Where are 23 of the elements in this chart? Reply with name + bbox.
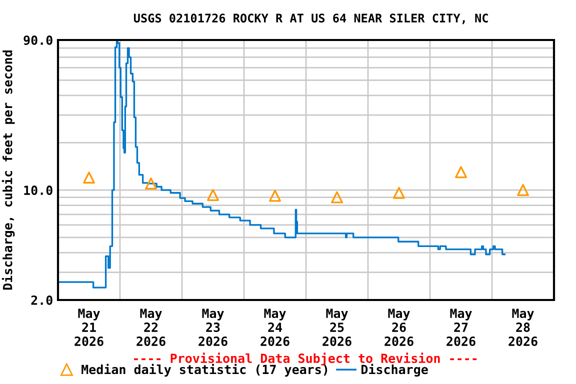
legend-label: Median daily statistic (17 years) — [82, 364, 328, 377]
y-axis-title: Discharge, cubic feet per second — [2, 50, 15, 290]
chart-title: USGS 02101726 ROCKY R AT US 64 NEAR SILER CITY, NC — [134, 14, 488, 24]
y-tick-label: 2.0 — [31, 295, 52, 305]
point — [145, 178, 157, 190]
y-tick-label: 10.0 — [24, 186, 52, 195]
x-tick-label: May 26 2026 — [384, 308, 414, 346]
x-tick-label: May 23 2026 — [198, 308, 228, 346]
x-tick-label: May 27 2026 — [446, 308, 476, 346]
legend-label: Discharge — [362, 364, 428, 377]
point — [517, 184, 529, 196]
x-tick-label: May 24 2026 — [260, 308, 290, 346]
point — [393, 186, 405, 199]
point — [207, 189, 219, 202]
x-tick-label: May 25 2026 — [322, 308, 352, 346]
point — [83, 172, 95, 184]
x-tick-label: May 22 2026 — [136, 308, 166, 346]
x-tick-label: May 28 2026 — [508, 308, 538, 346]
point — [455, 166, 467, 178]
x-tick-label: May 21 2026 — [74, 308, 104, 346]
point — [269, 190, 281, 202]
point — [331, 191, 343, 204]
y-tick-label: 90.0 — [24, 35, 52, 45]
